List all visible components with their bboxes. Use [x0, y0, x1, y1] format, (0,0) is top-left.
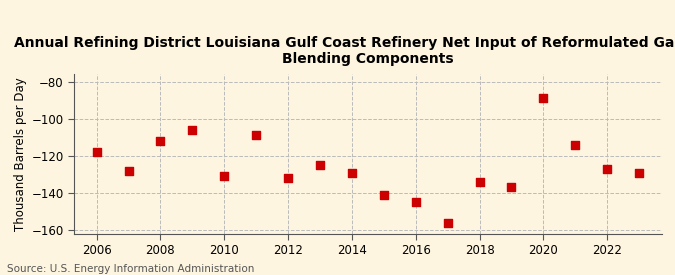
- Point: [91, 150, 102, 154]
- Point: [602, 167, 613, 171]
- Point: [187, 128, 198, 132]
- Point: [123, 169, 134, 173]
- Point: [315, 163, 325, 167]
- Point: [346, 170, 357, 175]
- Point: [442, 221, 453, 225]
- Title: Annual Refining District Louisiana Gulf Coast Refinery Net Input of Reformulated: Annual Refining District Louisiana Gulf …: [14, 36, 675, 66]
- Point: [379, 192, 389, 197]
- Point: [634, 170, 645, 175]
- Y-axis label: Thousand Barrels per Day: Thousand Barrels per Day: [14, 77, 28, 231]
- Point: [219, 174, 230, 178]
- Point: [506, 185, 517, 189]
- Point: [251, 133, 262, 138]
- Point: [410, 200, 421, 204]
- Point: [155, 139, 166, 143]
- Point: [538, 96, 549, 101]
- Point: [474, 180, 485, 184]
- Point: [283, 176, 294, 180]
- Point: [570, 142, 580, 147]
- Text: Source: U.S. Energy Information Administration: Source: U.S. Energy Information Administ…: [7, 264, 254, 274]
